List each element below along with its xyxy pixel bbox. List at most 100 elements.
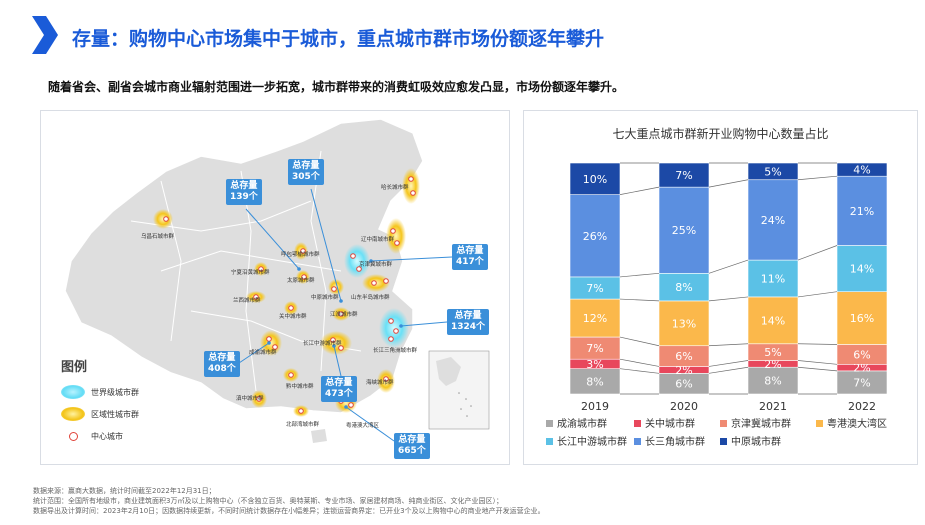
center-city-marker	[272, 344, 278, 350]
callout-leader-c139	[245, 208, 300, 270]
map-label-ningxia: 宁夏沿黄城市群	[231, 268, 270, 276]
connector-line	[708, 259, 749, 274]
center-city-marker	[388, 318, 394, 324]
legend-item: 中原城市群	[731, 435, 781, 448]
center-city-marker	[256, 396, 262, 402]
legend-item: 关中城市群	[645, 417, 695, 430]
data-label: 13%	[672, 317, 696, 330]
data-label: 6%	[675, 350, 692, 363]
world-cluster-swatch	[61, 385, 85, 399]
legend-swatch	[546, 420, 553, 427]
center-city-marker	[348, 402, 354, 408]
center-city-marker	[350, 253, 356, 259]
data-label: 7%	[586, 342, 603, 355]
data-label: 6%	[675, 378, 692, 391]
callout-value: 1324个	[451, 322, 486, 332]
footnote-time: 数据导出及计算时间：2023年2月10日；因数据持续更新，不同时间统计数据存在小…	[33, 507, 545, 515]
map-label-lanxi: 兰西城市群	[233, 296, 261, 304]
data-label: 7%	[675, 169, 692, 182]
stacked-bar-chart: 8%3%7%12%7%26%10%20196%2%6%13%8%25%7%202…	[546, 162, 888, 448]
callout-prefix: 总存量	[456, 246, 484, 256]
legend-item: 京津冀城市群	[731, 417, 791, 430]
stock-callout-c139: 总存量 139个	[226, 179, 262, 205]
callout-prefix: 总存量	[292, 161, 320, 171]
center-city-marker	[288, 372, 294, 378]
callout-leader-c417	[370, 256, 453, 262]
data-label: 3%	[586, 358, 603, 371]
center-city-marker	[258, 266, 264, 272]
stock-callout-c1324: 总存量 1324个	[447, 309, 490, 335]
callout-value: 473个	[325, 389, 353, 399]
bar-segment	[658, 300, 710, 347]
center-city-marker	[253, 294, 259, 300]
data-label: 7%	[853, 376, 870, 389]
callout-prefix: 总存量	[454, 311, 482, 321]
footnotes: 数据来源：赢商大数据，统计时间截至2022年12月31日； 统计范围：全国所有地…	[33, 486, 545, 516]
data-label: 2%	[764, 358, 781, 371]
callout-value: 408个	[208, 364, 236, 374]
legend-swatch	[720, 438, 727, 445]
callout-anchor-c139	[297, 267, 301, 271]
center-city-marker	[383, 376, 389, 382]
callout-anchor-c665	[344, 405, 348, 409]
callout-leader-c665	[345, 406, 395, 442]
center-city-marker	[338, 311, 344, 317]
bar-segment	[569, 194, 621, 278]
connector-line	[708, 343, 749, 347]
connector-line	[797, 366, 838, 372]
connector-line	[797, 360, 838, 365]
cluster-chengyu	[260, 330, 282, 356]
connector-line	[619, 186, 660, 195]
data-label: 12%	[583, 312, 607, 325]
map-label-chengyu: 成渝城市群	[249, 348, 277, 356]
callout-value: 139个	[230, 192, 258, 202]
legend-item: 长三角城市群	[645, 435, 705, 448]
map-legend-title: 图例	[61, 360, 88, 375]
connector-line	[797, 175, 838, 181]
stock-callout-c305: 总存量 305个	[288, 159, 324, 185]
data-label: 25%	[672, 224, 696, 237]
page-title: 存量：购物中心市场集中于城市，重点城市群市场份额逐年攀升	[72, 28, 605, 50]
cluster-changjiangzhongyou	[320, 331, 352, 355]
center-city-marker	[356, 266, 362, 272]
center-city-marker	[331, 286, 337, 292]
map-label-jingjinji: 京津冀城市群	[359, 260, 393, 268]
map-label-changsanjiao: 长江三角洲城市群	[373, 346, 418, 354]
stock-callout-c665: 总存量 665个	[394, 433, 430, 459]
data-label: 5%	[764, 165, 781, 178]
data-label: 7%	[586, 282, 603, 295]
legend-swatch	[720, 420, 727, 427]
bar-segment	[836, 291, 888, 345]
map-label-changjiangzhongyou: 长江中游城市群	[303, 339, 342, 347]
footnote-source: 数据来源：赢商大数据，统计时间截至2022年12月31日；	[33, 487, 216, 495]
callout-anchor-c305	[339, 299, 343, 303]
stock-callout-c473: 总存量 473个	[321, 376, 357, 402]
data-label: 8%	[764, 375, 781, 388]
connector-line	[708, 366, 749, 374]
center-city-marker	[301, 274, 307, 280]
footnote-scope: 统计范围：全国所有地级市，商业建筑面积3万㎡及以上购物中心（不含独立百货、奥特莱…	[33, 497, 503, 505]
bar-segment	[569, 162, 621, 195]
connector-line	[797, 343, 838, 345]
bar-segment	[836, 162, 888, 177]
callout-leader-c408	[238, 342, 270, 364]
legend-item: 成渝城市群	[557, 417, 607, 430]
callout-value: 417个	[456, 257, 484, 267]
legend-item: 长江中游城市群	[557, 435, 627, 448]
center-city-marker	[266, 336, 272, 342]
callout-value: 665个	[398, 446, 426, 456]
data-label: 5%	[764, 346, 781, 359]
bar-segment	[747, 259, 799, 298]
connector-line	[708, 360, 749, 367]
center-city-marker	[288, 305, 294, 311]
cluster-liaozhong	[386, 218, 406, 254]
center-city-swatch	[69, 431, 78, 441]
x-tick-label: 2022	[848, 400, 876, 413]
center-city-marker	[388, 336, 394, 342]
connector-line	[708, 296, 749, 302]
cluster-jingjinji	[344, 244, 370, 278]
callout-leader-c1324	[400, 321, 448, 327]
bar-segment	[569, 298, 621, 338]
map-label-haixia: 海峡城市群	[366, 378, 394, 386]
map-label-wulumuqi: 乌昌石城市群	[141, 232, 175, 240]
